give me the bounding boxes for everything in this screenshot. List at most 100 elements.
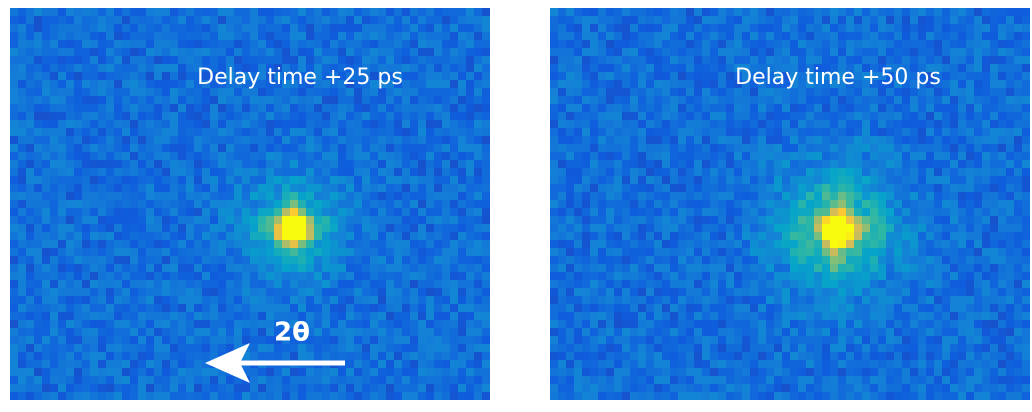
pixel	[702, 16, 710, 24]
pixel	[290, 264, 298, 272]
pixel	[242, 320, 250, 328]
pixel	[598, 16, 606, 24]
pixel	[106, 152, 114, 160]
pixel	[18, 160, 26, 168]
pixel	[774, 216, 782, 224]
pixel	[574, 216, 582, 224]
pixel	[282, 112, 290, 120]
pixel	[250, 320, 258, 328]
pixel	[258, 56, 266, 64]
pixel	[82, 104, 90, 112]
pixel	[82, 56, 90, 64]
pixel	[974, 256, 982, 264]
pixel	[434, 392, 442, 400]
pixel	[66, 264, 74, 272]
pixel	[830, 152, 838, 160]
pixel	[622, 240, 630, 248]
pixel	[194, 144, 202, 152]
pixel	[678, 216, 686, 224]
pixel	[550, 160, 558, 168]
pixel	[750, 176, 758, 184]
pixel	[910, 264, 918, 272]
pixel	[346, 56, 354, 64]
pixel	[1014, 8, 1022, 16]
pixel	[170, 264, 178, 272]
pixel	[726, 16, 734, 24]
pixel	[82, 384, 90, 392]
pixel	[378, 208, 386, 216]
pixel	[450, 384, 458, 392]
pixel	[622, 136, 630, 144]
pixel	[202, 192, 210, 200]
pixel	[10, 120, 18, 128]
pixel	[258, 208, 266, 216]
pixel	[362, 112, 370, 120]
pixel	[590, 264, 598, 272]
pixel	[410, 88, 418, 96]
pixel	[862, 24, 870, 32]
pixel	[346, 224, 354, 232]
pixel	[918, 48, 926, 56]
pixel	[934, 136, 942, 144]
pixel	[210, 216, 218, 224]
pixel	[306, 160, 314, 168]
pixel	[306, 96, 314, 104]
pixel	[130, 48, 138, 56]
pixel	[18, 232, 26, 240]
pixel	[606, 280, 614, 288]
pixel	[298, 296, 306, 304]
pixel	[34, 64, 42, 72]
pixel	[354, 288, 362, 296]
pixel	[734, 208, 742, 216]
pixel	[410, 272, 418, 280]
pixel	[50, 104, 58, 112]
pixel	[130, 392, 138, 400]
pixel	[590, 16, 598, 24]
pixel	[154, 296, 162, 304]
pixel	[122, 304, 130, 312]
pixel	[758, 144, 766, 152]
pixel	[106, 296, 114, 304]
pixel	[50, 24, 58, 32]
pixel	[426, 200, 434, 208]
pixel	[710, 184, 718, 192]
pixel	[774, 112, 782, 120]
pixel	[50, 40, 58, 48]
pixel	[458, 112, 466, 120]
pixel	[950, 264, 958, 272]
pixel	[950, 200, 958, 208]
pixel	[918, 136, 926, 144]
pixel	[862, 160, 870, 168]
pixel	[26, 312, 34, 320]
pixel	[590, 128, 598, 136]
pixel	[82, 136, 90, 144]
pixel	[870, 136, 878, 144]
pixel	[466, 288, 474, 296]
pixel	[50, 320, 58, 328]
pixel	[154, 160, 162, 168]
pixel	[646, 8, 654, 16]
pixel	[330, 344, 338, 352]
pixel	[766, 216, 774, 224]
pixel	[998, 264, 1006, 272]
pixel	[314, 16, 322, 24]
pixel	[114, 144, 122, 152]
pixel	[346, 240, 354, 248]
pixel	[590, 96, 598, 104]
pixel	[218, 272, 226, 280]
pixel	[138, 280, 146, 288]
pixel	[766, 16, 774, 24]
pixel	[482, 232, 490, 240]
pixel	[830, 96, 838, 104]
pixel	[330, 368, 338, 376]
pixel	[482, 304, 490, 312]
pixel	[298, 120, 306, 128]
pixel	[718, 104, 726, 112]
pixel	[18, 328, 26, 336]
pixel	[934, 192, 942, 200]
pixel	[670, 88, 678, 96]
pixel	[18, 336, 26, 344]
pixel	[894, 112, 902, 120]
pixel	[766, 112, 774, 120]
pixel	[886, 104, 894, 112]
